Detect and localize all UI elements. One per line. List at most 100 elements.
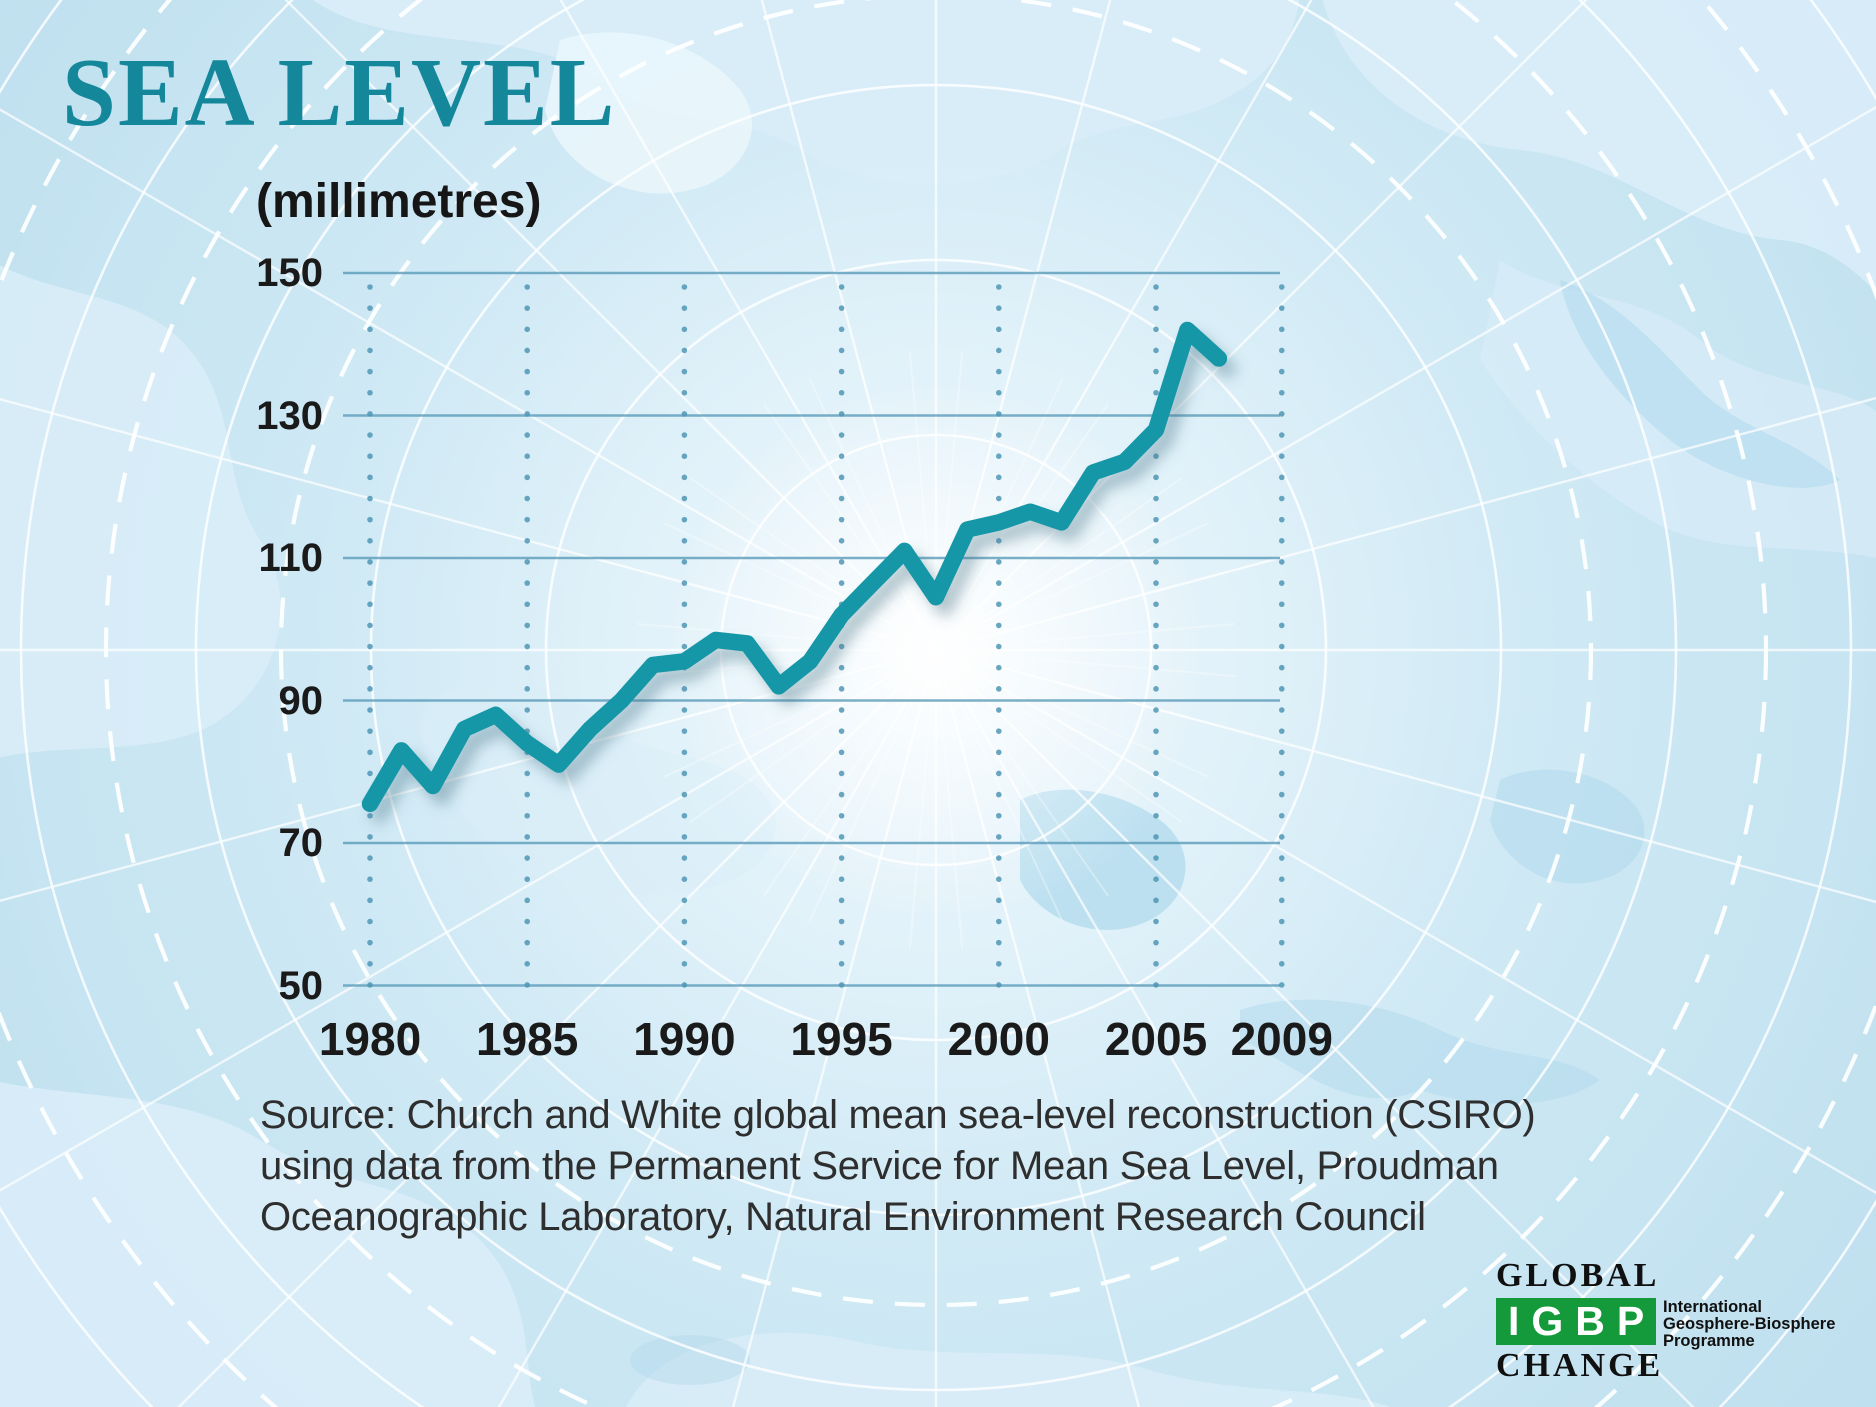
grid-dot: [681, 580, 688, 586]
grid-dot: [1153, 495, 1159, 502]
sea-level-line: [361, 321, 1228, 813]
grid-dot: [681, 834, 688, 840]
grid-dot: [1278, 453, 1285, 460]
grid-dot: [1278, 368, 1285, 375]
grid-dot: [524, 347, 530, 354]
grid-dot: [367, 411, 373, 417]
grid-dot: [524, 622, 530, 629]
meridian-ray: [942, 676, 1141, 1407]
grid-dot: [524, 812, 530, 819]
meridian-ray: [0, 108, 913, 638]
grid-dot: [838, 686, 845, 692]
grid-dot: [996, 411, 1002, 417]
grid-dot: [1278, 664, 1285, 671]
grid-dot: [681, 284, 688, 290]
grid-dot: [524, 474, 530, 481]
meridian-ray: [731, 676, 930, 1407]
grid-dot: [1153, 347, 1159, 354]
grid-dot: [524, 601, 530, 608]
grid-dot: [367, 749, 373, 756]
grid-dot: [524, 411, 530, 417]
grid-dot: [681, 474, 688, 481]
grid-dot: [1153, 918, 1159, 925]
grid-dot: [996, 432, 1002, 438]
grid-dot: [367, 686, 373, 692]
grid-dot: [681, 559, 688, 565]
grid-dot: [681, 897, 688, 904]
grid-dot: [367, 707, 373, 713]
grid-dot: [1278, 897, 1285, 904]
landmass: [630, 1335, 750, 1385]
y-axis-label-90: 90: [278, 678, 324, 723]
grid-dot: [681, 918, 688, 925]
grid-dot: [681, 368, 688, 375]
grid-dot: [681, 876, 688, 882]
x-axis-label-2005: 2005: [1104, 1013, 1208, 1065]
landmass: [0, 265, 281, 758]
grid-dot: [1153, 812, 1159, 819]
grid-dot: [1278, 538, 1285, 544]
grid-dot: [1153, 643, 1159, 650]
grid-dot: [838, 559, 845, 565]
grid-dot: [1278, 728, 1285, 734]
grid-dot: [838, 411, 845, 417]
grid-dot: [1278, 580, 1285, 586]
page-title: SEA LEVEL: [62, 39, 617, 146]
grid-dot: [367, 389, 373, 396]
grid-dot: [996, 918, 1002, 925]
grid-dot: [1278, 961, 1285, 967]
grid-dot: [838, 495, 845, 502]
grid-dot: [1153, 961, 1159, 967]
grid-dot: [838, 432, 845, 438]
grid-dot: [996, 559, 1002, 565]
grid-dot: [1153, 728, 1159, 734]
grid-dot: [1153, 834, 1159, 840]
grid-dot: [367, 918, 373, 925]
y-axis-unit-label: (millimetres): [256, 175, 542, 228]
grid-dot: [524, 305, 530, 311]
grid-dot: [1153, 453, 1159, 460]
logo-desc-line-2: Geosphere-Biosphere: [1663, 1315, 1836, 1333]
grid-dot: [681, 939, 688, 946]
grid-dot: [996, 961, 1002, 967]
source-line-2: using data from the Permanent Service fo…: [260, 1144, 1499, 1188]
grid-dot: [367, 495, 373, 502]
grid-dot: [681, 686, 688, 692]
grid-dot: [838, 834, 845, 840]
grid-dot: [367, 538, 373, 544]
meridian-ray: [962, 656, 1876, 904]
meridian-ray: [0, 656, 910, 903]
grid-dot: [367, 643, 373, 650]
grid-dot: [996, 939, 1002, 946]
grid-dot: [367, 516, 373, 523]
y-axis-label-110: 110: [258, 536, 323, 580]
grid-dot: [996, 284, 1002, 290]
grid-dot: [838, 453, 845, 460]
grid-dot: [1278, 855, 1285, 861]
x-axis-label-1985: 1985: [476, 1013, 579, 1065]
grid-dot: [524, 538, 530, 544]
grid-dot: [681, 855, 688, 861]
grid-dot: [838, 580, 845, 586]
x-axis-label-2000: 2000: [947, 1013, 1050, 1065]
logo-green-box: IGBP: [1496, 1298, 1656, 1345]
grid-dot: [838, 474, 845, 481]
grid-dot: [524, 686, 530, 692]
y-axis-label-70: 70: [278, 821, 324, 865]
grid-dot: [1153, 538, 1159, 544]
grid-dot: [1278, 686, 1285, 692]
grid-dot: [367, 834, 373, 840]
grid-dot: [1153, 474, 1159, 481]
grid-dot: [1153, 664, 1159, 671]
source-line-3: Oceanographic Laboratory, Natural Enviro…: [260, 1195, 1426, 1239]
y-axis-label-150: 150: [256, 251, 323, 295]
igbp-logo: GLOBAL IGBP CHANGE International Geosphe…: [1496, 1256, 1856, 1386]
logo-desc-line-1: International: [1663, 1298, 1763, 1316]
meridian-ray: [959, 662, 1876, 1195]
grid-dot: [367, 559, 373, 565]
grid-dot: [1153, 770, 1159, 777]
landmass: [1560, 280, 1840, 488]
